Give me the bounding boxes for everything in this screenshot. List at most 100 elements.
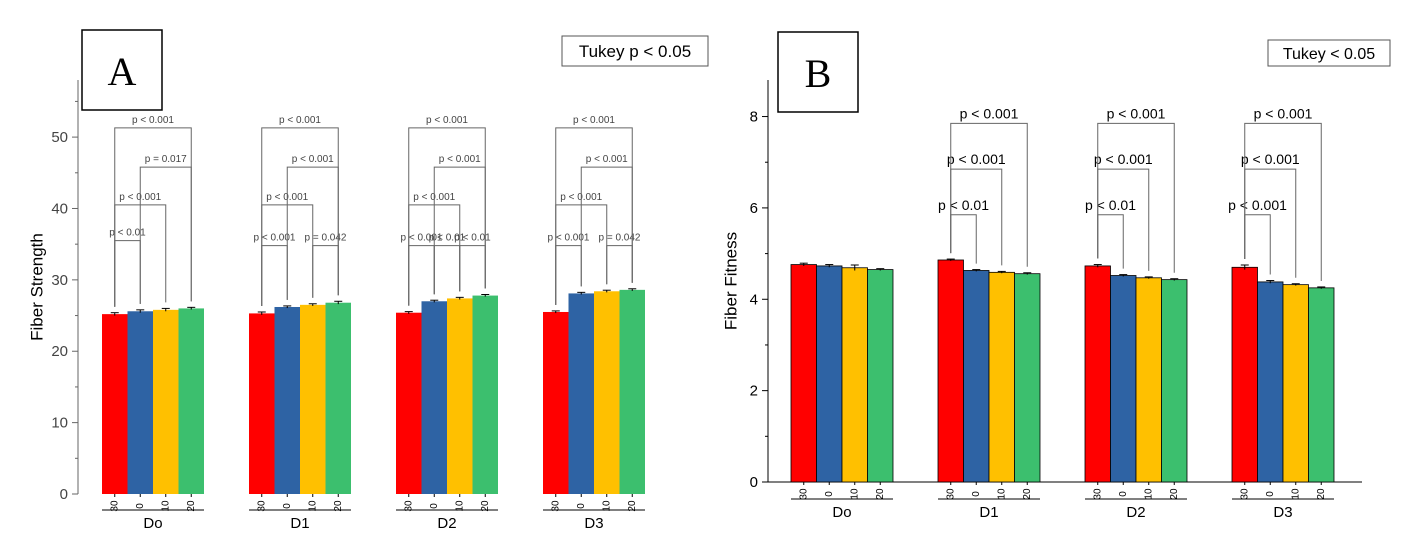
category-label: 20	[875, 488, 886, 500]
group-label: D3	[584, 515, 603, 532]
group-label: D2	[1126, 504, 1145, 521]
significance-label: p < 0.01	[1085, 197, 1136, 213]
tukey-box	[561, 35, 709, 67]
y-tick-label: 40	[51, 200, 68, 217]
category-label: 20	[1022, 488, 1033, 500]
bar-Do-10	[153, 309, 179, 494]
bar-D3-30	[543, 311, 569, 494]
chart-b-fiber-fitness: B Tukey < 0.05 0 2 4 6 8 Fiber Fitness 30 0 10 20 Do…	[721, 31, 1391, 521]
significance-label: p = 0.017	[145, 154, 187, 165]
significance-label: p < 0.001	[960, 105, 1019, 121]
bar-D1-0	[963, 270, 990, 483]
bar-D2-30	[1084, 265, 1111, 483]
chart-a-fiber-strength: A Tukey p < 0.05 0 10 20 30 40 50 Fiber Strength…	[27, 29, 709, 532]
significance-label: p < 0.01	[109, 228, 146, 239]
category-label: 30	[550, 500, 561, 512]
bar-Do-30	[790, 264, 817, 483]
category-label: 30	[256, 500, 267, 512]
category-label: 0	[135, 503, 146, 509]
significance-label: p < 0.01	[429, 233, 466, 244]
significance-label: p < 0.001	[132, 115, 174, 126]
significance-bracket	[555, 127, 633, 305]
significance-label: p < 0.001	[279, 115, 321, 126]
bar-D1-0	[274, 306, 300, 494]
bar-D1-20	[325, 302, 351, 494]
bar-D2-30	[396, 312, 422, 494]
y-tick-label: 30	[51, 272, 68, 289]
bar-D1-10	[300, 304, 326, 494]
category-label: 30	[945, 488, 956, 500]
significance-bracket	[261, 245, 288, 306]
bar-Do-0	[816, 265, 843, 483]
y-tick-label: 0	[60, 486, 68, 503]
significance-bracket	[433, 245, 461, 295]
bar-D3-20	[1308, 287, 1335, 483]
bar-D2-20	[1161, 279, 1188, 483]
significance-bracket	[1244, 214, 1271, 275]
category-label: 20	[627, 500, 638, 512]
significance-label: p < 0.001	[439, 154, 481, 165]
significance-label: p = 0.042	[305, 233, 347, 244]
bar-D2-10	[447, 298, 473, 494]
category-label: 20	[186, 500, 197, 512]
category-label: 30	[798, 488, 809, 500]
significance-bracket	[408, 245, 435, 306]
category-label: 20	[1169, 488, 1180, 500]
group-label: Do	[143, 515, 162, 532]
category-label: 0	[282, 503, 293, 509]
y-tick-label: 50	[51, 129, 68, 146]
category-label: 30	[1239, 488, 1250, 500]
significance-label: p = 0.042	[599, 233, 641, 244]
category-label: 30	[1092, 488, 1103, 500]
category-label: 0	[576, 503, 587, 509]
significance-label: p < 0.001	[947, 151, 1006, 167]
significance-label: p < 0.001	[1254, 105, 1313, 121]
category-label: 20	[1316, 488, 1327, 500]
significance-label: p < 0.001	[292, 154, 334, 165]
significance-bracket	[312, 245, 339, 298]
y-tick-label: 2	[750, 383, 758, 400]
bar-D2-0	[421, 301, 447, 494]
significance-bracket	[261, 127, 339, 306]
category-label: 10	[1143, 488, 1154, 500]
significance-bracket	[1097, 122, 1175, 273]
significance-label: p < 0.001	[548, 233, 590, 244]
category-label: 0	[429, 503, 440, 509]
significance-label: p < 0.001	[1241, 151, 1300, 167]
y-axis-label: Fiber Fitness	[721, 232, 740, 330]
y-tick-label: 0	[750, 474, 758, 491]
category-label: 0	[824, 491, 835, 497]
bar-D1-30	[249, 313, 275, 494]
significance-bracket	[1097, 214, 1124, 269]
significance-bracket	[114, 127, 192, 307]
significance-bracket	[950, 214, 977, 264]
bar-Do-20	[867, 269, 894, 483]
significance-bracket	[114, 240, 141, 307]
significance-label: p < 0.001	[586, 154, 628, 165]
category-label: 10	[601, 500, 612, 512]
category-label: 0	[1118, 491, 1129, 497]
tukey-label: Tukey < 0.05	[1283, 46, 1375, 63]
bar-Do-30	[102, 314, 128, 494]
y-tick-label: 6	[750, 200, 758, 217]
bar-D1-10	[988, 271, 1015, 483]
significance-label: p < 0.001	[254, 233, 296, 244]
tukey-box	[1267, 39, 1391, 67]
tukey-label: Tukey p < 0.05	[579, 42, 691, 61]
panel-label-box	[81, 29, 163, 111]
group-label: D2	[437, 515, 456, 532]
bar-D2-20	[472, 295, 498, 494]
y-tick-label: 20	[51, 343, 68, 360]
bar-D3-10	[1282, 284, 1309, 483]
bar-Do-10	[841, 267, 868, 483]
panel-label: B	[805, 51, 832, 96]
significance-bracket	[459, 245, 486, 292]
significance-label: p < 0.001	[573, 115, 615, 126]
bar-D3-0	[1257, 281, 1284, 483]
significance-bracket	[1244, 122, 1322, 281]
category-label: 10	[454, 500, 465, 512]
bar-D3-20	[619, 289, 645, 494]
panel-label: A	[108, 49, 137, 94]
y-tick-label: 4	[750, 291, 758, 308]
